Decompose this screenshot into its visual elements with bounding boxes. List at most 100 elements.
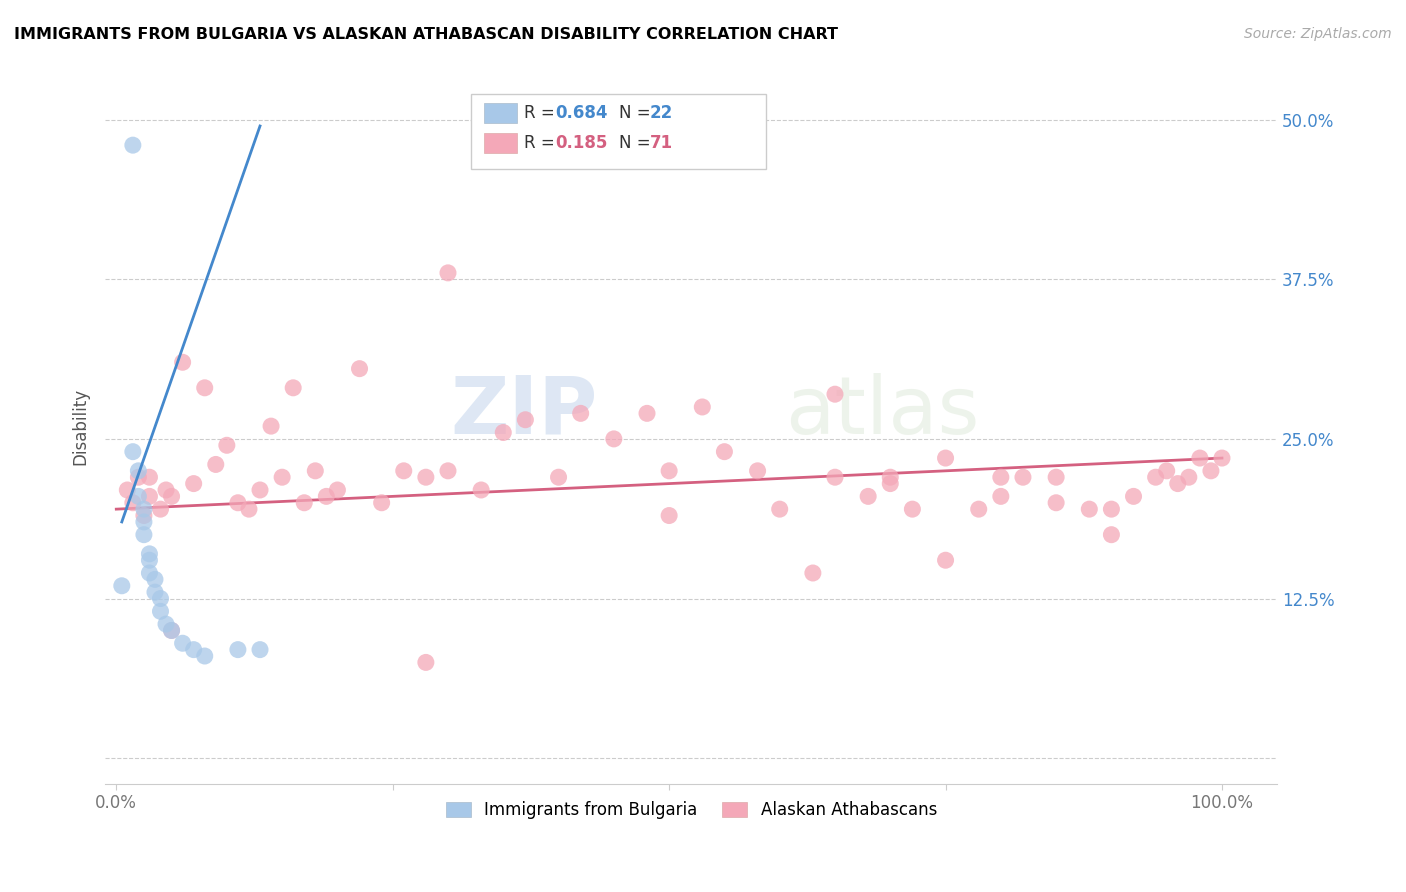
Point	[292, 496, 315, 510]
Point	[149, 604, 172, 618]
Point	[515, 413, 537, 427]
Point	[437, 266, 460, 280]
Point	[1178, 470, 1201, 484]
Point	[801, 566, 824, 580]
Point	[238, 502, 260, 516]
Text: 0.684: 0.684	[555, 104, 607, 122]
Point	[1144, 470, 1167, 484]
Point	[194, 648, 217, 663]
Point	[160, 624, 183, 638]
Text: N =: N =	[619, 104, 655, 122]
Point	[132, 515, 155, 529]
Point	[138, 553, 160, 567]
Text: N =: N =	[619, 134, 655, 152]
Point	[769, 502, 792, 516]
Point	[155, 617, 177, 632]
Point	[658, 464, 681, 478]
Point	[138, 547, 160, 561]
Point	[370, 496, 392, 510]
Point	[935, 451, 957, 466]
Point	[492, 425, 515, 440]
Point	[121, 496, 143, 510]
Point	[304, 464, 326, 478]
Point	[569, 406, 592, 420]
Point	[1122, 489, 1144, 503]
Point	[194, 381, 217, 395]
Point	[326, 483, 349, 497]
Point	[1099, 502, 1122, 516]
Point	[271, 470, 294, 484]
Point	[547, 470, 569, 484]
Point	[172, 355, 194, 369]
Point	[283, 381, 305, 395]
Point	[315, 489, 337, 503]
Point	[111, 579, 134, 593]
Text: atlas: atlas	[785, 373, 980, 450]
Point	[856, 489, 879, 503]
Point	[824, 387, 846, 401]
Point	[824, 470, 846, 484]
Point	[226, 496, 249, 510]
Point	[160, 624, 183, 638]
Point	[149, 591, 172, 606]
Point	[117, 483, 139, 497]
Point	[713, 444, 735, 458]
Point	[437, 464, 460, 478]
Point	[1045, 496, 1067, 510]
Text: Source: ZipAtlas.com: Source: ZipAtlas.com	[1244, 27, 1392, 41]
Point	[132, 508, 155, 523]
Text: IMMIGRANTS FROM BULGARIA VS ALASKAN ATHABASCAN DISABILITY CORRELATION CHART: IMMIGRANTS FROM BULGARIA VS ALASKAN ATHA…	[14, 27, 838, 42]
Point	[636, 406, 658, 420]
Point	[1078, 502, 1101, 516]
Point	[143, 573, 166, 587]
Point	[204, 458, 226, 472]
Point	[658, 508, 681, 523]
Point	[1167, 476, 1189, 491]
Point	[879, 476, 901, 491]
Point	[215, 438, 238, 452]
Point	[138, 566, 160, 580]
Point	[183, 642, 205, 657]
Point	[138, 489, 160, 503]
Point	[260, 419, 283, 434]
Point	[132, 527, 155, 541]
Point	[747, 464, 769, 478]
Text: R =: R =	[524, 104, 561, 122]
Text: 22: 22	[650, 104, 673, 122]
Point	[132, 502, 155, 516]
Point	[127, 489, 149, 503]
Point	[160, 489, 183, 503]
Point	[172, 636, 194, 650]
Point	[127, 470, 149, 484]
Point	[392, 464, 415, 478]
Point	[155, 483, 177, 497]
Point	[121, 444, 143, 458]
Point	[692, 400, 714, 414]
Point	[901, 502, 924, 516]
Point	[603, 432, 626, 446]
Point	[226, 642, 249, 657]
Point	[183, 476, 205, 491]
Point	[138, 470, 160, 484]
Point	[990, 489, 1012, 503]
Point	[990, 470, 1012, 484]
Point	[1188, 451, 1211, 466]
Y-axis label: Disability: Disability	[72, 387, 89, 465]
Point	[249, 642, 271, 657]
Point	[415, 470, 437, 484]
Text: 71: 71	[650, 134, 672, 152]
Point	[127, 464, 149, 478]
Point	[249, 483, 271, 497]
Point	[470, 483, 492, 497]
Point	[1099, 527, 1122, 541]
Text: 0.185: 0.185	[555, 134, 607, 152]
Text: R =: R =	[524, 134, 561, 152]
Point	[879, 470, 901, 484]
Point	[121, 138, 143, 153]
Point	[1012, 470, 1035, 484]
Point	[1199, 464, 1222, 478]
Point	[415, 656, 437, 670]
Point	[935, 553, 957, 567]
Point	[1156, 464, 1178, 478]
Legend: Immigrants from Bulgaria, Alaskan Athabascans: Immigrants from Bulgaria, Alaskan Athaba…	[439, 794, 943, 825]
